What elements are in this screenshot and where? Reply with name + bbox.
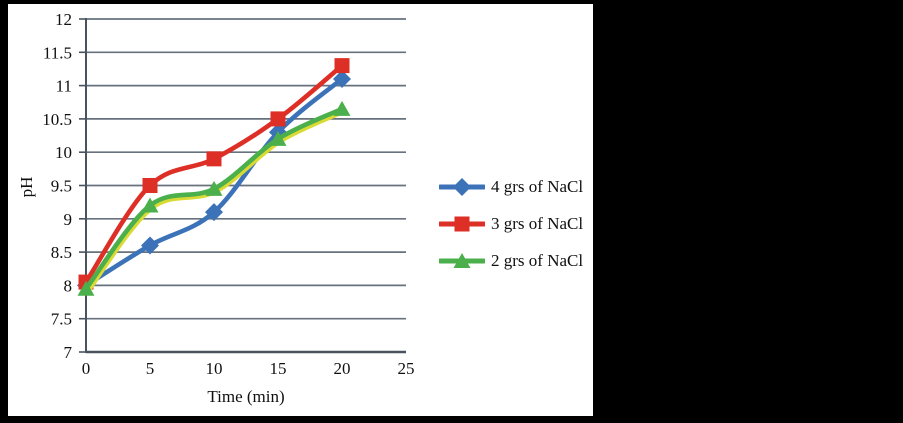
legend-label: 2 grs of NaCl — [491, 251, 584, 270]
legend-marker-diamond-icon — [439, 178, 485, 196]
x-tick-label: 5 — [146, 359, 155, 378]
marker-diamond — [141, 236, 159, 255]
legend-item-4grs: 4 grs of NaCl — [439, 175, 583, 199]
series-line-3grs — [83, 63, 345, 285]
line-chart: 7 7.5 8 8.5 9 9.5 10 10.5 11 11.5 12 0 5 10 15 20 25 — [42, 10, 415, 378]
x-tick-label: 0 — [82, 359, 91, 378]
marker-diamond — [333, 69, 351, 88]
marker-triangle — [205, 180, 223, 196]
legend-square-icon — [454, 216, 470, 232]
marker-triangle — [269, 130, 287, 146]
x-tick-label: 25 — [398, 359, 415, 378]
marker-triangle — [333, 100, 351, 116]
marker-square — [334, 58, 350, 74]
y-tick-label: 7.5 — [51, 310, 72, 329]
y-axis-title: pH — [17, 176, 36, 198]
marker-triangle — [77, 280, 95, 296]
y-tick-label: 8 — [64, 276, 73, 295]
legend-item-2grs: 2 grs of NaCl — [439, 249, 583, 273]
legend-triangle-icon — [453, 253, 471, 268]
y-tick-label: 10 — [55, 143, 72, 162]
marker-square — [270, 111, 286, 127]
marker-square — [206, 151, 222, 167]
x-tick-label: 10 — [206, 359, 223, 378]
legend-marker-square-icon — [439, 216, 485, 232]
legend-marker-triangle-icon — [439, 253, 485, 268]
legend-diamond-icon — [453, 178, 471, 196]
legend-label: 3 grs of NaCl — [491, 214, 584, 233]
series-line-shadow — [85, 108, 346, 294]
x-tick-label: 20 — [334, 359, 351, 378]
y-tick-label: 7 — [64, 343, 73, 362]
marker-square — [142, 178, 158, 193]
chart-panel: 7 7.5 8 8.5 9 9.5 10 10.5 11 11.5 12 0 5 10 15 20 25 pH … — [8, 4, 593, 416]
y-tick-label: 10.5 — [42, 110, 72, 129]
y-tick-label: 9.5 — [51, 177, 72, 196]
y-tick-label: 8.5 — [51, 243, 72, 262]
marker-triangle — [141, 197, 159, 213]
x-tick-label: 15 — [270, 359, 287, 378]
legend: 4 grs of NaCl 3 grs of NaCl 2 grs of NaC… — [439, 175, 583, 286]
y-tick-label: 12 — [55, 10, 72, 29]
marker-diamond — [205, 203, 223, 222]
x-axis-title: Time (min) — [207, 387, 285, 406]
y-tick-label: 9 — [64, 210, 73, 229]
legend-label: 4 grs of NaCl — [491, 177, 584, 196]
y-tick-label: 11.5 — [43, 43, 72, 62]
y-tick-label: 11 — [56, 77, 72, 96]
legend-item-3grs: 3 grs of NaCl — [439, 212, 583, 236]
